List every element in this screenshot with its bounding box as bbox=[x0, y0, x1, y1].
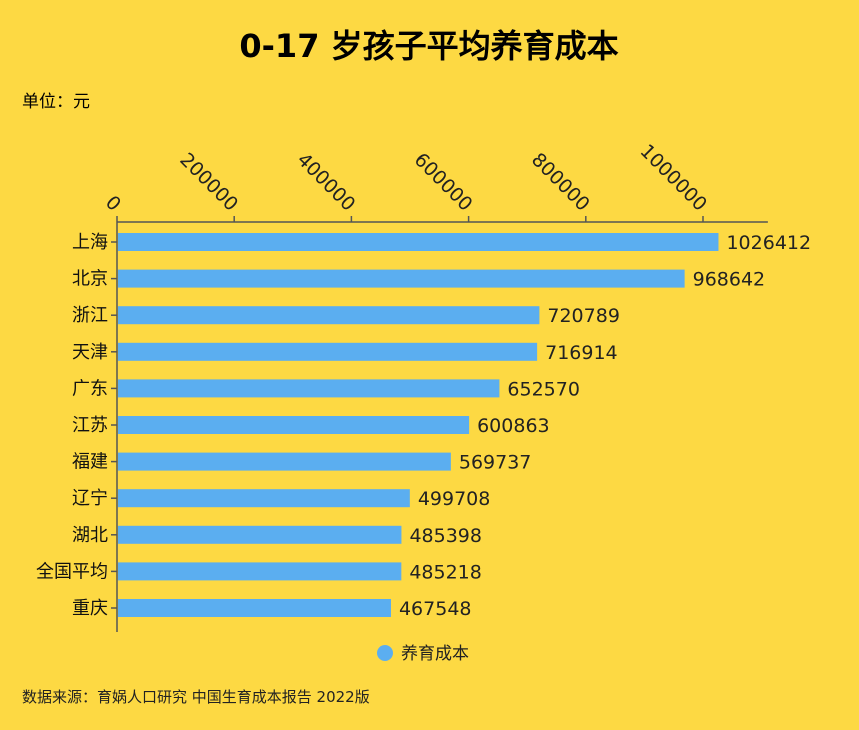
bar[interactable] bbox=[118, 306, 540, 325]
bar[interactable] bbox=[118, 233, 719, 251]
bar-value-label: 485398 bbox=[409, 525, 482, 547]
bars: 上海 1026412 北京 968642 浙江 720789 天津 716914 广东 65257… bbox=[36, 232, 811, 620]
bar[interactable] bbox=[118, 416, 470, 434]
bar-value-label: 716914 bbox=[545, 342, 618, 364]
legend-label: 养育成本 bbox=[401, 644, 469, 664]
category-label: 辽宁 bbox=[72, 488, 108, 509]
bar-value-label: 467548 bbox=[399, 598, 472, 620]
category-label: 北京 bbox=[72, 269, 108, 290]
unit-label: 单位：元 bbox=[22, 92, 90, 112]
category-label: 广东 bbox=[72, 378, 108, 399]
chart-title: 0-17 岁孩子平均养育成本 bbox=[239, 27, 618, 65]
source-note: 数据来源：育娲人口研究 中国生育成本报告 2022版 bbox=[22, 688, 370, 706]
category-label: 上海 bbox=[72, 232, 108, 253]
x-tick-label: 800000 bbox=[527, 149, 594, 216]
category-label: 湖北 bbox=[72, 525, 108, 546]
x-tick-label: 1000000 bbox=[636, 140, 711, 215]
x-tick-label: 600000 bbox=[410, 149, 477, 216]
bar[interactable] bbox=[118, 599, 391, 617]
bar-value-label: 652570 bbox=[507, 378, 580, 400]
x-tick-label: 0 bbox=[101, 191, 125, 215]
category-label: 江苏 bbox=[72, 415, 108, 436]
category-label: 浙江 bbox=[72, 305, 108, 326]
category-label: 重庆 bbox=[72, 598, 108, 619]
bar[interactable] bbox=[118, 379, 500, 398]
bar[interactable] bbox=[118, 452, 451, 471]
category-label: 天津 bbox=[72, 342, 108, 363]
bar-value-label: 720789 bbox=[547, 305, 620, 327]
bar[interactable] bbox=[118, 269, 685, 288]
bar-value-label: 485218 bbox=[409, 561, 482, 583]
bar[interactable] bbox=[118, 562, 402, 581]
bar-value-label: 569737 bbox=[459, 452, 532, 474]
bar[interactable] bbox=[118, 342, 538, 361]
bar[interactable] bbox=[118, 525, 402, 544]
bar-value-label: 499708 bbox=[418, 488, 491, 510]
x-axis-ticks: 0 200000 400000 600000 800000 1000000 bbox=[101, 140, 711, 222]
bar-value-label: 600863 bbox=[477, 415, 550, 437]
bar[interactable] bbox=[118, 489, 410, 508]
bar-value-label: 968642 bbox=[693, 269, 766, 291]
category-label: 全国平均 bbox=[36, 561, 108, 582]
x-tick-label: 200000 bbox=[175, 149, 242, 216]
legend[interactable]: 养育成本 bbox=[377, 644, 469, 664]
x-tick-label: 400000 bbox=[293, 149, 360, 216]
legend-swatch bbox=[377, 645, 393, 661]
category-label: 福建 bbox=[72, 452, 108, 473]
bar-value-label: 1026412 bbox=[726, 232, 811, 254]
